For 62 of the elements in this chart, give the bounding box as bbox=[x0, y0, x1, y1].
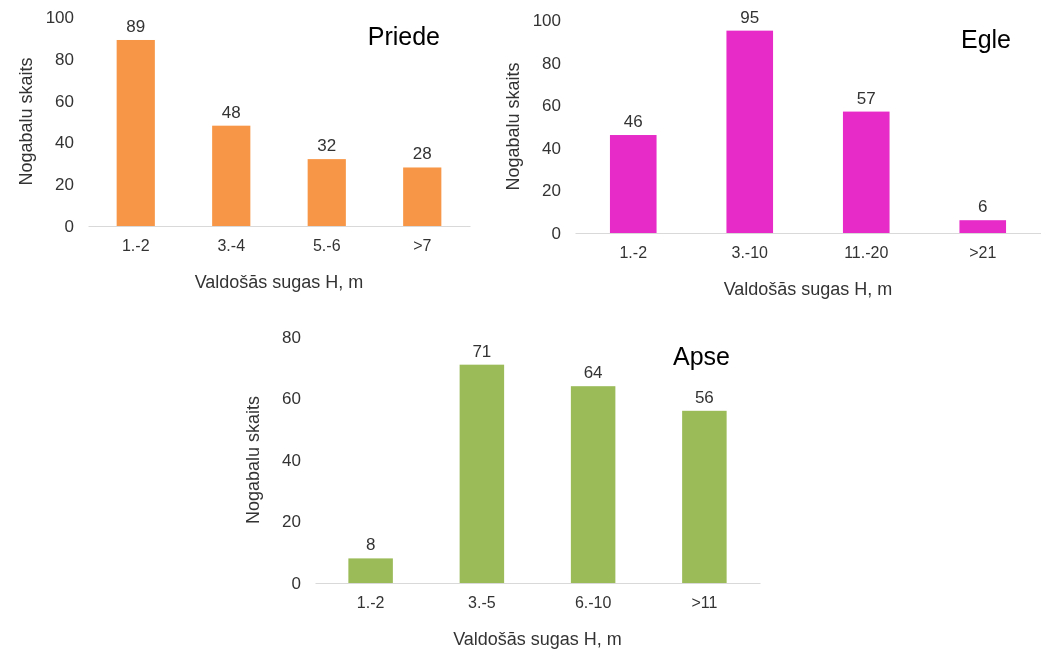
y-tick-label: 40 bbox=[542, 138, 561, 158]
y-tick-label: 20 bbox=[542, 181, 561, 201]
data-label: 8 bbox=[365, 535, 376, 555]
bar bbox=[726, 30, 774, 233]
x-tick-label: 5.-6 bbox=[312, 237, 341, 255]
y-tick-label: 20 bbox=[282, 512, 301, 532]
x-tick-label: >21 bbox=[969, 244, 997, 262]
y-tick-label: 80 bbox=[282, 327, 301, 347]
y-tick-label: 100 bbox=[532, 10, 561, 30]
bar bbox=[348, 558, 393, 583]
data-label: 95 bbox=[740, 7, 760, 27]
y-tick-label: 60 bbox=[282, 389, 301, 409]
data-label: 56 bbox=[694, 387, 714, 407]
x-tick-label: 6.-10 bbox=[574, 594, 612, 612]
y-tick-label: 40 bbox=[55, 133, 74, 153]
data-label: 28 bbox=[412, 144, 432, 164]
y-tick-label: 20 bbox=[55, 175, 74, 195]
data-label: 6 bbox=[978, 197, 988, 217]
x-axis-title: Valdošās sugas H, m bbox=[194, 272, 364, 292]
bar bbox=[682, 410, 727, 583]
x-tick-label: >7 bbox=[413, 237, 432, 255]
bar bbox=[609, 135, 657, 233]
data-label: 32 bbox=[317, 136, 337, 156]
data-label: 89 bbox=[126, 16, 146, 36]
y-tick-label: 40 bbox=[282, 450, 301, 470]
y-tick-label: 60 bbox=[55, 91, 74, 111]
data-label: 48 bbox=[221, 102, 241, 122]
chart-title: Apse bbox=[673, 342, 730, 370]
chart-title: Priede bbox=[367, 22, 440, 50]
data-label: 64 bbox=[583, 363, 603, 383]
x-axis-title: Valdošās sugas H, m bbox=[453, 629, 622, 649]
x-tick-label: 3.-10 bbox=[731, 244, 769, 262]
x-tick-label: 1.-2 bbox=[356, 594, 385, 612]
y-axis-title: Nogabalu skaits bbox=[503, 62, 523, 191]
y-axis-title: Nogabalu skaits bbox=[16, 57, 36, 186]
x-tick-label: >11 bbox=[691, 594, 718, 612]
y-tick-label: 0 bbox=[64, 216, 74, 236]
bar bbox=[459, 364, 505, 583]
y-tick-label: 100 bbox=[45, 7, 74, 27]
data-label: 46 bbox=[623, 112, 643, 132]
x-tick-label: 1.-2 bbox=[121, 237, 150, 255]
x-axis-title: Valdošās sugas H, m bbox=[723, 279, 893, 299]
y-tick-label: 0 bbox=[291, 573, 301, 593]
y-axis-title: Nogabalu skaits bbox=[243, 395, 263, 525]
bar bbox=[212, 125, 251, 226]
bar bbox=[307, 159, 346, 226]
bar bbox=[570, 386, 616, 583]
x-tick-label: 11.-20 bbox=[844, 244, 889, 262]
y-tick-label: 60 bbox=[542, 96, 561, 116]
x-tick-label: 3.-5 bbox=[468, 594, 496, 612]
data-label: 71 bbox=[472, 341, 492, 361]
y-tick-label: 80 bbox=[542, 53, 561, 73]
x-tick-label: 3.-4 bbox=[217, 237, 246, 255]
x-tick-label: 1.-2 bbox=[619, 244, 648, 262]
bar bbox=[842, 111, 890, 233]
bar bbox=[116, 39, 155, 226]
bar bbox=[403, 167, 442, 226]
chart-title: Egle bbox=[960, 25, 1011, 53]
bar bbox=[959, 220, 1007, 233]
y-tick-label: 80 bbox=[55, 49, 74, 69]
y-tick-label: 0 bbox=[551, 223, 561, 243]
data-label: 57 bbox=[856, 88, 876, 108]
